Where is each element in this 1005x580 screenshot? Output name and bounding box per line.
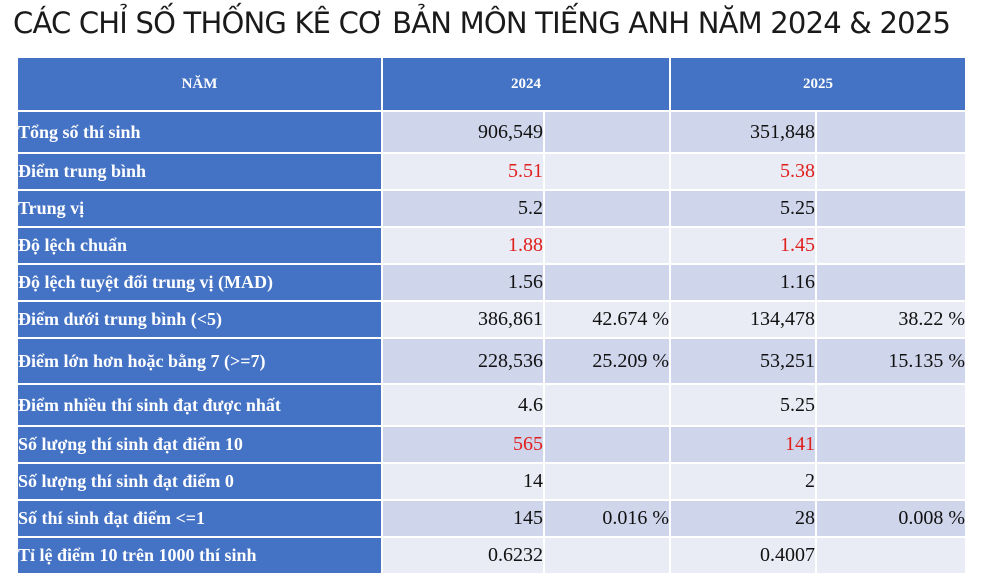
value-2024: 228,536 — [381, 337, 545, 385]
percent-2024 — [543, 226, 671, 265]
value-2024: 0.6232 — [381, 536, 545, 575]
table-row: Điểm nhiều thí sinh đạt được nhất 4.6 5.… — [16, 383, 967, 427]
percent-2025 — [815, 189, 967, 228]
percent-2024 — [543, 425, 671, 464]
value-2025: 5.25 — [669, 189, 817, 228]
percent-2024 — [543, 189, 671, 228]
row-label: Điểm trung bình — [16, 152, 383, 191]
percent-2025 — [815, 263, 967, 302]
percent-2024 — [543, 462, 671, 501]
header-year: NĂM — [16, 56, 383, 112]
value-2024: 4.6 — [381, 383, 545, 427]
value-2025: 5.25 — [669, 383, 817, 427]
value-2024: 906,549 — [381, 110, 545, 154]
table-row: Độ lệch tuyệt đối trung vị (MAD) 1.56 1.… — [16, 263, 967, 302]
percent-2025 — [815, 152, 967, 191]
row-label: Điểm lớn hơn hoặc bằng 7 (>=7) — [16, 337, 383, 385]
table-row: Điểm lớn hơn hoặc bằng 7 (>=7) 228,536 2… — [16, 337, 967, 385]
table-row: Tổng số thí sinh 906,549 351,848 — [16, 110, 967, 154]
row-label: Độ lệch tuyệt đối trung vị (MAD) — [16, 263, 383, 302]
row-label: Số lượng thí sinh đạt điểm 10 — [16, 425, 383, 464]
value-2024: 5.51 — [381, 152, 545, 191]
percent-2025: 15.135 % — [815, 337, 967, 385]
percent-2024 — [543, 536, 671, 575]
value-2025: 1.16 — [669, 263, 817, 302]
percent-2024: 42.674 % — [543, 300, 671, 339]
value-2024: 14 — [381, 462, 545, 501]
table-row: Trung vị 5.2 5.25 — [16, 189, 967, 228]
value-2025: 141 — [669, 425, 817, 464]
percent-2024: 25.209 % — [543, 337, 671, 385]
percent-2025 — [815, 110, 967, 154]
value-2024: 386,861 — [381, 300, 545, 339]
table-row: Điểm trung bình 5.51 5.38 — [16, 152, 967, 191]
value-2024: 565 — [381, 425, 545, 464]
row-label: Trung vị — [16, 189, 383, 228]
page-title: CÁC CHỈ SỐ THỐNG KÊ CƠ BẢN MÔN TIẾNG ANH… — [13, 6, 951, 40]
percent-2024 — [543, 263, 671, 302]
statistics-table: NĂM 2024 2025 Tổng số thí sinh 906,549 3… — [16, 56, 967, 575]
table-row: Độ lệch chuẩn 1.88 1.45 — [16, 226, 967, 265]
value-2025: 53,251 — [669, 337, 817, 385]
row-label: Tổng số thí sinh — [16, 110, 383, 154]
value-2025: 1.45 — [669, 226, 817, 265]
row-label: Số lượng thí sinh đạt điểm 0 — [16, 462, 383, 501]
value-2024: 5.2 — [381, 189, 545, 228]
table-row: Số thí sinh đạt điểm <=1 145 0.016 % 28 … — [16, 499, 967, 538]
percent-2025: 0.008 % — [815, 499, 967, 538]
percent-2025 — [815, 536, 967, 575]
percent-2025 — [815, 226, 967, 265]
value-2024: 145 — [381, 499, 545, 538]
value-2025: 0.4007 — [669, 536, 817, 575]
percent-2024 — [543, 383, 671, 427]
value-2025: 351,848 — [669, 110, 817, 154]
row-label: Độ lệch chuẩn — [16, 226, 383, 265]
value-2025: 28 — [669, 499, 817, 538]
row-label: Điểm dưới trung bình (<5) — [16, 300, 383, 339]
header-2025: 2025 — [669, 56, 967, 112]
percent-2025: 38.22 % — [815, 300, 967, 339]
value-2024: 1.88 — [381, 226, 545, 265]
value-2025: 5.38 — [669, 152, 817, 191]
row-label: Tỉ lệ điểm 10 trên 1000 thí sinh — [16, 536, 383, 575]
percent-2024 — [543, 110, 671, 154]
table-row: Tỉ lệ điểm 10 trên 1000 thí sinh 0.6232 … — [16, 536, 967, 575]
table-header-row: NĂM 2024 2025 — [16, 56, 967, 112]
header-2024: 2024 — [381, 56, 671, 112]
percent-2025 — [815, 425, 967, 464]
row-label: Điểm nhiều thí sinh đạt được nhất — [16, 383, 383, 427]
percent-2024 — [543, 152, 671, 191]
row-label: Số thí sinh đạt điểm <=1 — [16, 499, 383, 538]
value-2025: 2 — [669, 462, 817, 501]
table-row: Số lượng thí sinh đạt điểm 10 565 141 — [16, 425, 967, 464]
table-row: Điểm dưới trung bình (<5) 386,861 42.674… — [16, 300, 967, 339]
table-row: Số lượng thí sinh đạt điểm 0 14 2 — [16, 462, 967, 501]
percent-2024: 0.016 % — [543, 499, 671, 538]
value-2025: 134,478 — [669, 300, 817, 339]
percent-2025 — [815, 462, 967, 501]
value-2024: 1.56 — [381, 263, 545, 302]
percent-2025 — [815, 383, 967, 427]
